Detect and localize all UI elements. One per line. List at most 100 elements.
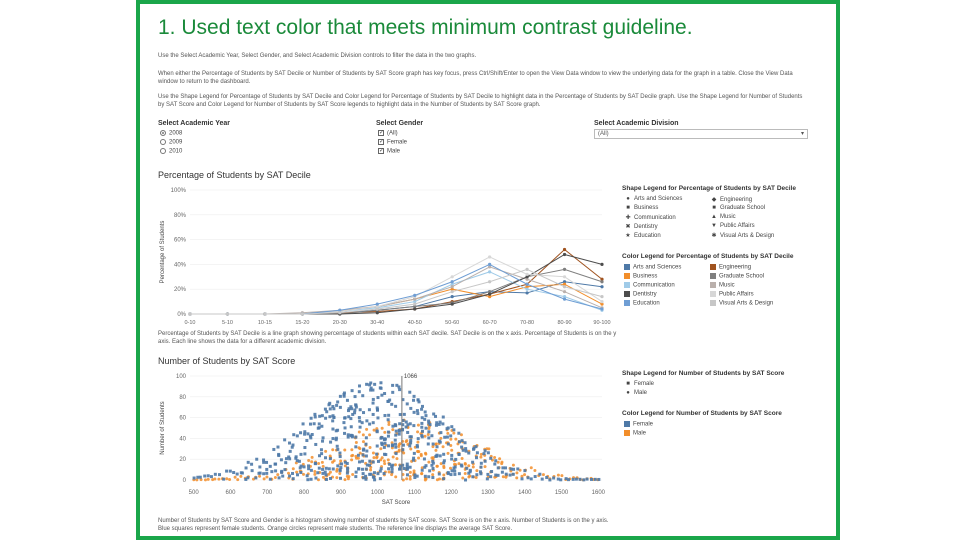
data-point	[504, 472, 508, 476]
data-point	[545, 476, 549, 480]
data-point	[365, 419, 369, 423]
legend-item[interactable]: ■ Business	[624, 205, 658, 211]
data-point	[408, 470, 412, 474]
data-point	[488, 262, 492, 266]
legend-item[interactable]: Communication	[624, 282, 675, 289]
data-point	[566, 478, 570, 482]
data-point	[494, 473, 498, 477]
percentage-line-chart[interactable]: 0% 20% 40% 60% 80% 100% 0-10 5-10 10-15 15-20 20-3…	[158, 182, 618, 332]
year-option[interactable]: 2009	[160, 139, 182, 146]
data-point	[376, 459, 380, 463]
legend-item[interactable]: Public Affairs	[710, 291, 754, 298]
data-point	[343, 478, 347, 482]
data-point	[390, 467, 394, 471]
data-point	[500, 462, 504, 466]
color-swatch	[624, 430, 630, 436]
legend-item[interactable]: Graduate School	[710, 273, 764, 280]
data-point	[405, 473, 409, 477]
legend-item[interactable]: Business	[624, 273, 657, 280]
legend-item[interactable]: Arts and Sciences	[624, 264, 681, 271]
data-point	[222, 477, 226, 481]
sat-score-histogram[interactable]: 0 20 40 60 80 100 500 600 700 800 900 1000 1100 1200 1…	[158, 370, 618, 520]
legend-item[interactable]: ▲ Music	[710, 214, 736, 220]
color-swatch	[624, 421, 630, 427]
data-point	[329, 440, 333, 444]
gender-option[interactable]: ✓ (All)	[378, 130, 398, 137]
legend-item[interactable]: ★ Education	[624, 232, 660, 239]
data-point	[391, 390, 395, 394]
x-tick-label: 800	[299, 490, 310, 496]
data-point	[445, 435, 449, 439]
data-point	[525, 291, 529, 295]
legend-label: Graduate School	[720, 205, 766, 211]
data-point	[408, 477, 412, 481]
data-point	[369, 388, 373, 392]
legend-item[interactable]: ■ Graduate School	[710, 205, 765, 211]
gender-option[interactable]: ✓ Female	[378, 139, 408, 146]
data-point	[501, 466, 505, 470]
data-point	[343, 426, 347, 430]
legend-item[interactable]: Dentistry	[624, 291, 657, 298]
legend-item[interactable]: ● Male	[624, 390, 647, 396]
data-point	[432, 412, 436, 416]
legend-label: Public Affairs	[720, 223, 755, 229]
legend-item[interactable]: ✱ Visual Arts & Design	[710, 232, 774, 239]
legend-item[interactable]: Visual Arts & Design	[710, 300, 773, 307]
data-point	[405, 439, 409, 443]
data-point	[318, 414, 322, 418]
data-point	[420, 468, 424, 472]
data-point	[380, 456, 384, 460]
data-point	[375, 311, 379, 315]
data-point	[203, 474, 207, 478]
data-point	[346, 433, 350, 437]
data-point	[323, 470, 327, 474]
gender-option[interactable]: ✓ Male	[378, 148, 401, 155]
data-point	[419, 454, 423, 458]
data-point	[371, 388, 375, 392]
legend-item[interactable]: ✖ Dentistry	[624, 223, 657, 230]
data-point	[442, 473, 446, 477]
data-point	[342, 394, 346, 398]
data-point	[284, 461, 288, 465]
data-point	[401, 463, 405, 467]
legend-item[interactable]: Female	[624, 421, 653, 428]
data-point	[463, 472, 467, 476]
data-point	[334, 429, 338, 433]
legend-item[interactable]: Male	[624, 430, 646, 437]
year-option[interactable]: 2008	[160, 130, 182, 137]
data-point	[306, 432, 310, 436]
legend-item[interactable]: ■ Female	[624, 381, 654, 387]
data-point	[564, 477, 568, 481]
data-point	[306, 478, 310, 482]
data-point	[452, 428, 456, 432]
data-point	[283, 438, 287, 442]
legend-item[interactable]: ● Arts and Sciences	[624, 196, 682, 202]
legend-label: Business	[633, 273, 658, 280]
data-point	[376, 472, 380, 476]
data-point	[442, 464, 446, 468]
data-point	[461, 476, 465, 480]
chart1-title: Percentage of Students by SAT Decile	[158, 170, 311, 180]
data-point	[244, 477, 248, 481]
legend-item[interactable]: ▼ Public Affairs	[710, 223, 755, 229]
legend-item[interactable]: ✚ Communication	[624, 214, 675, 221]
data-point	[339, 466, 343, 470]
data-point	[516, 467, 520, 471]
division-select[interactable]: (All) ▾	[594, 129, 808, 139]
legend-item[interactable]: Engineering	[710, 264, 751, 271]
data-point	[515, 471, 519, 475]
year-option[interactable]: 2010	[160, 148, 182, 155]
data-point	[430, 456, 434, 460]
legend-label: Public Affairs	[719, 291, 754, 298]
data-point	[434, 448, 438, 452]
legend-item[interactable]: Music	[710, 282, 735, 289]
data-point	[367, 408, 371, 412]
legend-label: Visual Arts & Design	[720, 233, 775, 239]
legend-item[interactable]: Education	[624, 300, 660, 307]
data-point	[405, 464, 409, 468]
x-tick-label: 900	[336, 490, 347, 496]
legend-item[interactable]: ◆ Engineering	[710, 196, 752, 203]
data-point	[416, 412, 420, 416]
data-point	[562, 247, 567, 252]
data-point	[294, 455, 298, 459]
